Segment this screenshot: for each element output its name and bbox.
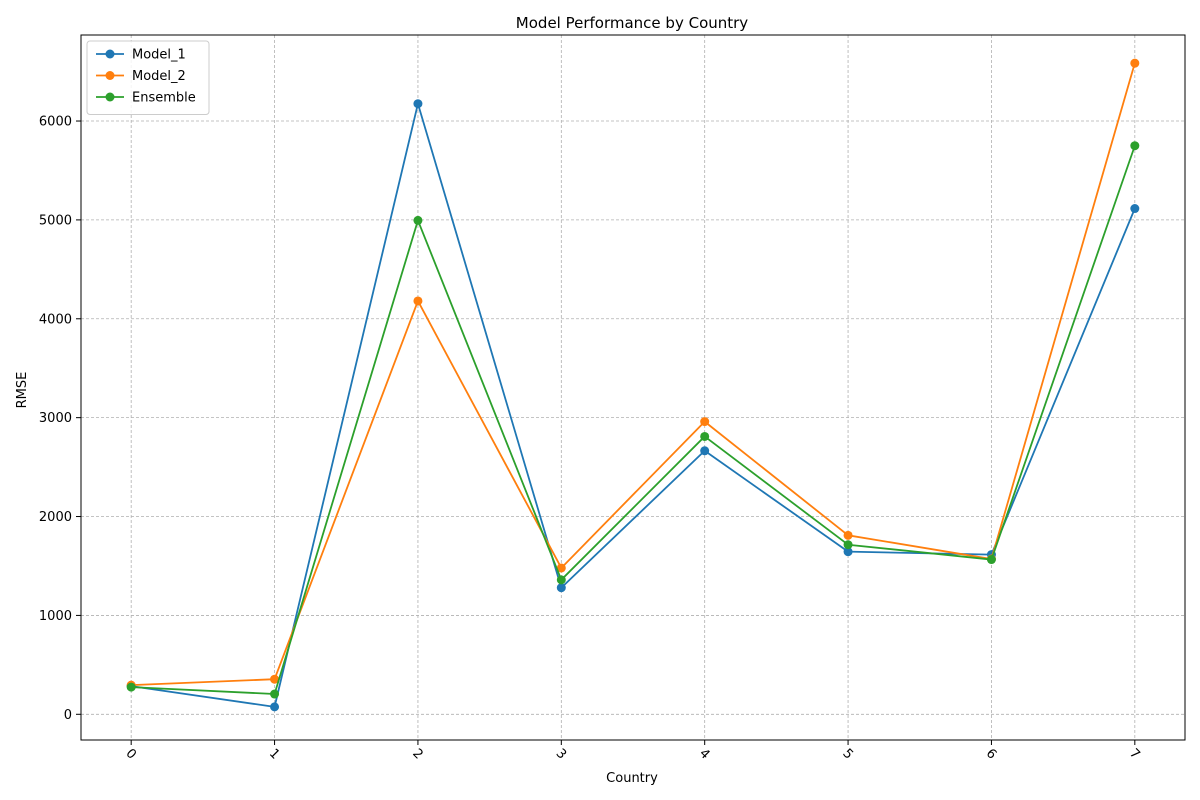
chart-title: Model Performance by Country <box>516 14 749 32</box>
y-tick-label: 2000 <box>39 510 72 525</box>
data-point <box>843 547 853 557</box>
x-tick-label: 4 <box>696 746 712 762</box>
y-axis-label: RMSE <box>15 372 30 409</box>
plot-area-frame <box>80 34 1186 741</box>
x-tick-label: 3 <box>553 746 569 762</box>
x-axis: 0 1 2 3 4 5 6 7 <box>123 740 1143 763</box>
x-tick-label: 6 <box>983 746 999 762</box>
legend-marker <box>105 71 115 80</box>
legend-label: Ensemble <box>132 91 196 106</box>
data-point <box>700 417 710 427</box>
legend-marker <box>105 92 115 102</box>
legend-item: Model_2 <box>96 69 186 84</box>
data-point <box>556 575 566 585</box>
series-line <box>131 62 1136 687</box>
data-point <box>556 563 566 573</box>
legend-item: Model_1 <box>96 48 186 63</box>
data-point <box>843 540 853 550</box>
data-point <box>413 99 423 109</box>
data-point <box>986 555 996 565</box>
legend-label: Model_2 <box>132 69 186 84</box>
x-tick-label: 7 <box>1126 746 1142 762</box>
data-point <box>413 296 423 306</box>
series-model-2 <box>126 58 1140 690</box>
data-point <box>843 530 853 540</box>
y-tick-label: 5000 <box>39 213 72 228</box>
legend: Model_1 Model_2 Ensemble <box>86 40 210 115</box>
data-point <box>556 583 566 593</box>
series-layer <box>126 58 1140 712</box>
y-tick-label: 0 <box>64 708 72 723</box>
data-point <box>1130 58 1140 68</box>
y-axis: 0 1000 2000 3000 4000 5000 6000 <box>39 115 81 723</box>
data-point <box>270 689 280 699</box>
data-point <box>270 674 280 684</box>
data-point <box>126 682 136 692</box>
y-tick-label: 1000 <box>39 609 72 624</box>
data-point <box>700 446 710 456</box>
legend-item: Ensemble <box>96 91 196 106</box>
grid-lines <box>81 35 1185 740</box>
data-point <box>270 702 280 712</box>
x-tick-label: 1 <box>266 746 282 762</box>
series-model-1 <box>126 99 1140 712</box>
data-point <box>1130 204 1140 214</box>
data-point <box>700 431 710 441</box>
data-point <box>413 215 423 225</box>
x-axis-label: Country <box>606 771 658 786</box>
y-tick-label: 6000 <box>39 115 72 130</box>
series-ensemble <box>126 141 1140 699</box>
series-line <box>131 102 1136 708</box>
y-tick-label: 4000 <box>39 312 72 327</box>
x-tick-label: 5 <box>839 746 855 762</box>
x-tick-label: 2 <box>409 746 425 762</box>
series-line <box>131 145 1136 695</box>
y-tick-label: 3000 <box>39 411 72 426</box>
legend-label: Model_1 <box>132 48 186 63</box>
data-point <box>1130 141 1140 151</box>
legend-marker <box>105 49 115 59</box>
x-tick-label: 0 <box>123 746 139 762</box>
